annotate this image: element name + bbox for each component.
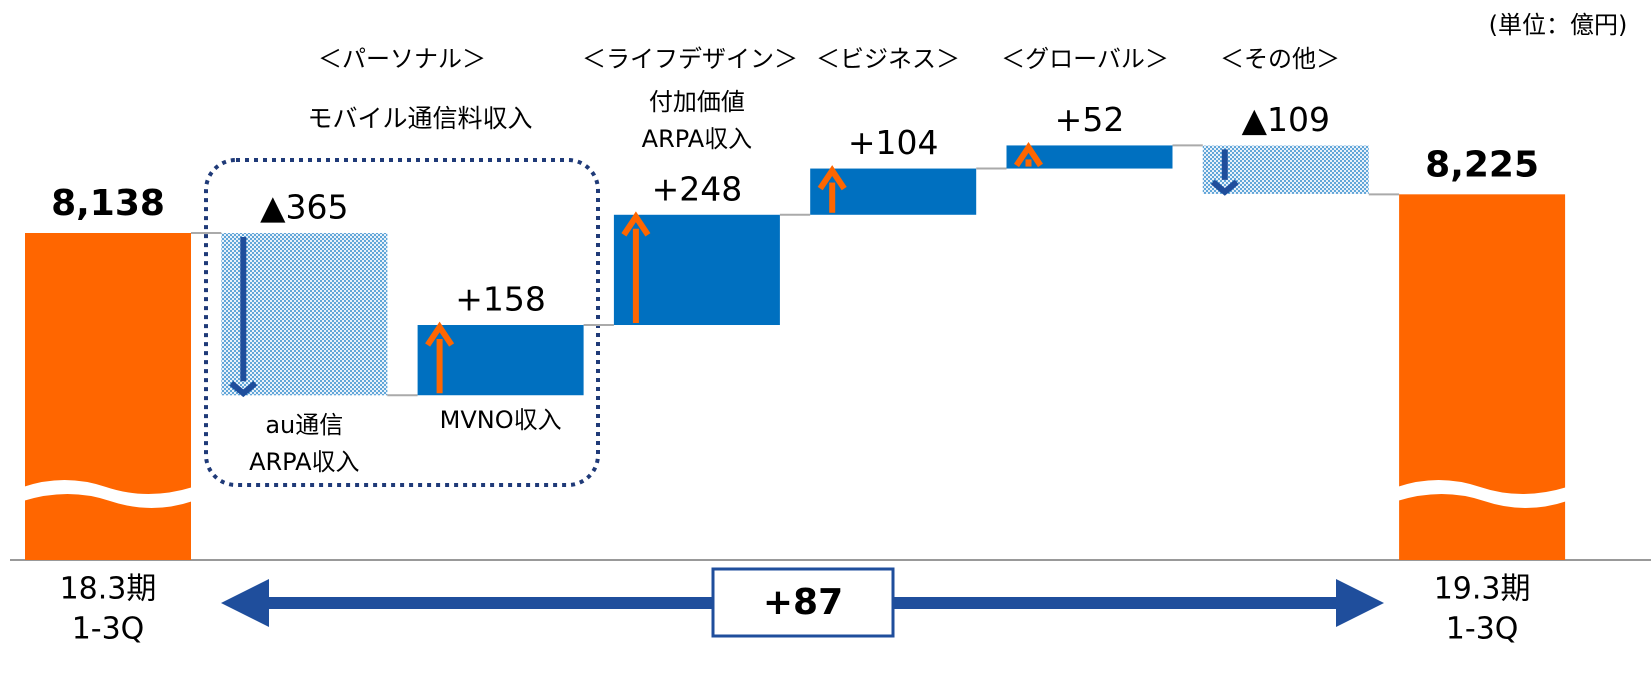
category-label: 1-3Q xyxy=(72,612,145,647)
bar-arrow-head xyxy=(621,211,651,237)
change-label: +87 xyxy=(763,582,843,623)
value-label: ▲109 xyxy=(1242,100,1330,139)
unit-note: (単位：億円) xyxy=(1489,11,1628,39)
value-label: +158 xyxy=(455,280,546,319)
value-label: +104 xyxy=(848,123,939,162)
category-label: 1-3Q xyxy=(1446,612,1519,647)
category-label: MVNO収入 xyxy=(440,406,562,434)
bar-arrow-head xyxy=(229,380,258,398)
bar-arrow-head xyxy=(425,321,455,347)
bar-arrow-head xyxy=(817,165,847,191)
bar xyxy=(25,233,191,560)
category-label: ARPA収入 xyxy=(249,448,359,476)
group-box xyxy=(204,158,600,487)
group-subtitle: モバイル通信料収入 xyxy=(307,104,532,133)
category-label: 18.3期 xyxy=(60,572,157,607)
bar xyxy=(613,214,780,326)
group-label: ＜ビジネス＞ xyxy=(816,45,960,73)
axis-break xyxy=(1397,480,1568,508)
group-label: ＜グローバル＞ xyxy=(1001,45,1169,73)
bar-arrow-head xyxy=(1014,142,1043,168)
group-label: ＜その他＞ xyxy=(1220,45,1340,73)
value-label: +248 xyxy=(652,169,743,208)
category-label: ARPA収入 xyxy=(642,125,752,153)
value-label: +52 xyxy=(1055,100,1125,139)
bar xyxy=(221,233,388,396)
bar xyxy=(1006,145,1173,169)
category-label: au通信 xyxy=(265,411,343,439)
group-label: ＜ライフデザイン＞ xyxy=(582,45,798,73)
group-label: ＜パーソナル＞ xyxy=(318,45,486,73)
change-box xyxy=(711,567,895,638)
value-label: 8,138 xyxy=(51,183,165,224)
bar-arrow-head xyxy=(1210,179,1239,196)
value-label: ▲365 xyxy=(260,188,348,227)
axis-break xyxy=(23,480,193,508)
value-label: 8,225 xyxy=(1425,144,1539,185)
category-label: 19.3期 xyxy=(1434,572,1531,607)
category-label: 付加価値 xyxy=(649,88,745,116)
